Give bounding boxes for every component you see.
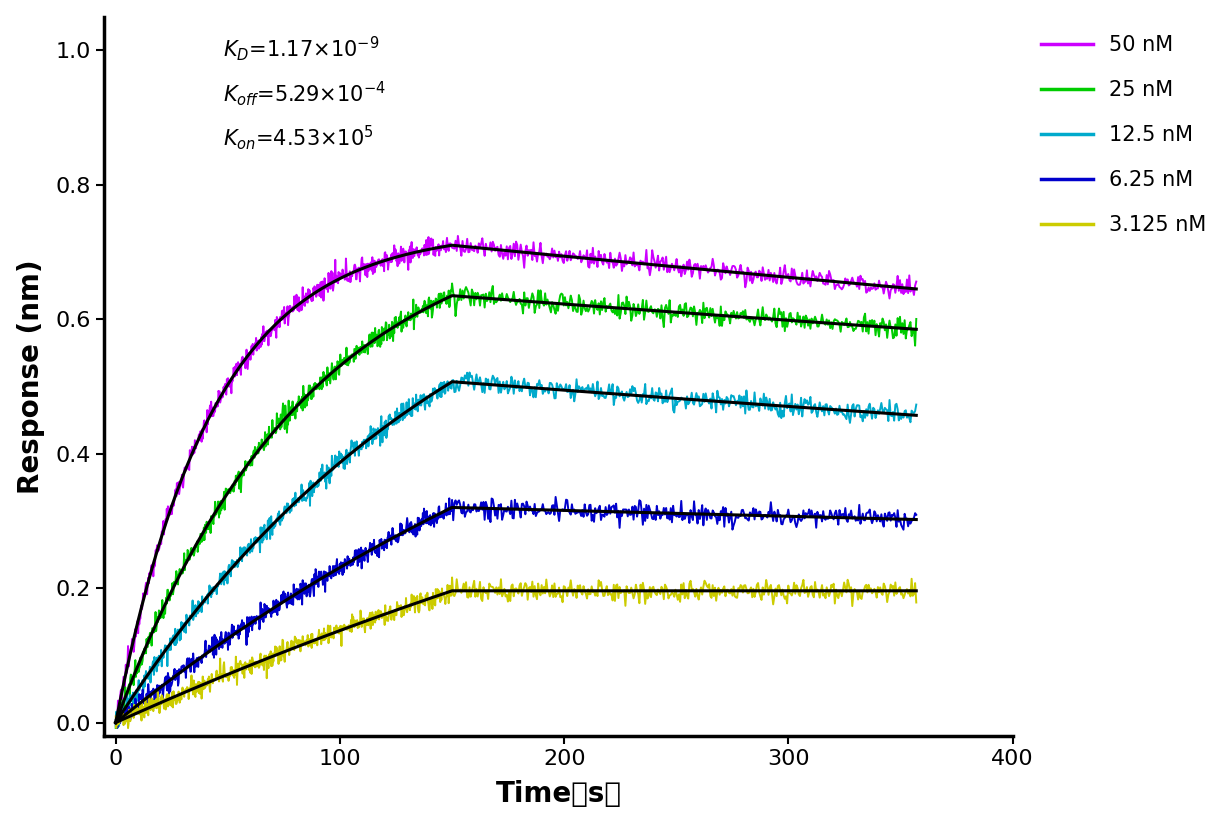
3.125 nM xyxy=(121,724,136,733)
50 nM xyxy=(154,526,169,536)
25 nM xyxy=(445,279,460,289)
Legend: 50 nM, 25 nM, 12.5 nM, 6.25 nM, 3.125 nM: 50 nM, 25 nM, 12.5 nM, 6.25 nM, 3.125 nM xyxy=(1032,27,1215,243)
Line: 3.125 nM: 3.125 nM xyxy=(116,578,917,728)
Line: 25 nM: 25 nM xyxy=(116,284,917,728)
Text: $K_{D}$=1.17×10$^{-9}$
$K_{off}$=5.29×10$^{-4}$
$K_{on}$=4.53×10$^{5}$: $K_{D}$=1.17×10$^{-9}$ $K_{off}$=5.29×10… xyxy=(223,35,386,153)
12.5 nM xyxy=(155,649,170,659)
3.125 nM xyxy=(445,573,460,582)
12.5 nM xyxy=(112,721,127,731)
6.25 nM xyxy=(108,714,123,724)
25 nM xyxy=(909,314,924,324)
12.5 nM xyxy=(818,399,833,409)
Line: 12.5 nM: 12.5 nM xyxy=(116,372,917,726)
50 nM xyxy=(451,231,466,241)
25 nM xyxy=(108,723,123,733)
25 nM xyxy=(435,294,450,304)
50 nM xyxy=(788,276,803,286)
6.25 nM xyxy=(559,495,574,505)
Y-axis label: Response (nm): Response (nm) xyxy=(17,259,44,493)
25 nM xyxy=(817,318,832,328)
6.25 nM xyxy=(155,680,170,690)
6.25 nM xyxy=(818,515,833,525)
25 nM xyxy=(154,610,169,620)
3.125 nM xyxy=(108,711,123,721)
3.125 nM xyxy=(683,579,697,589)
12.5 nM xyxy=(462,367,477,377)
12.5 nM xyxy=(790,399,804,409)
6.25 nM xyxy=(110,723,124,733)
12.5 nM xyxy=(559,387,574,397)
12.5 nM xyxy=(909,399,924,409)
6.25 nM xyxy=(790,518,804,528)
3.125 nM xyxy=(436,588,451,598)
50 nM xyxy=(817,279,832,289)
X-axis label: Time（s）: Time（s） xyxy=(495,780,622,808)
50 nM xyxy=(909,276,924,286)
12.5 nM xyxy=(436,378,451,388)
3.125 nM xyxy=(559,592,574,601)
Line: 6.25 nM: 6.25 nM xyxy=(116,497,917,728)
50 nM xyxy=(435,241,450,251)
6.25 nM xyxy=(909,510,924,520)
12.5 nM xyxy=(108,721,123,731)
6.25 nM xyxy=(683,518,697,528)
3.125 nM xyxy=(790,583,804,593)
50 nM xyxy=(108,719,123,728)
12.5 nM xyxy=(683,397,697,407)
50 nM xyxy=(681,265,696,275)
3.125 nM xyxy=(818,593,833,603)
25 nM xyxy=(558,300,573,310)
25 nM xyxy=(788,320,803,330)
Line: 50 nM: 50 nM xyxy=(116,236,917,724)
3.125 nM xyxy=(155,691,170,701)
6.25 nM xyxy=(548,492,563,502)
25 nM xyxy=(681,311,696,321)
50 nM xyxy=(558,247,573,257)
3.125 nM xyxy=(909,597,924,607)
6.25 nM xyxy=(436,509,451,519)
